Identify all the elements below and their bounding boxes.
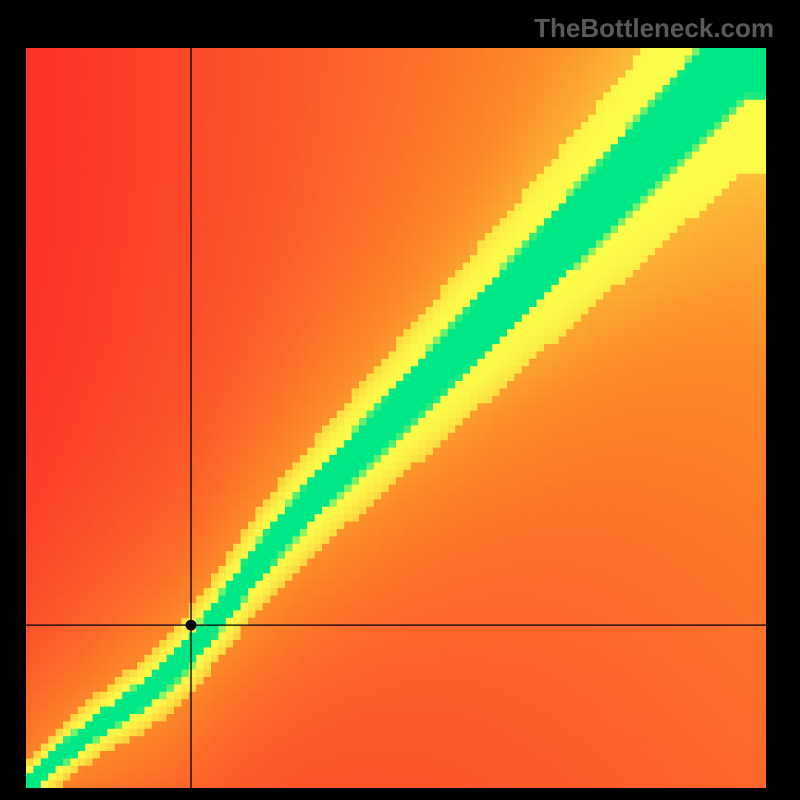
watermark-text: TheBottleneck.com [534, 13, 774, 44]
bottleneck-heatmap [26, 48, 766, 788]
